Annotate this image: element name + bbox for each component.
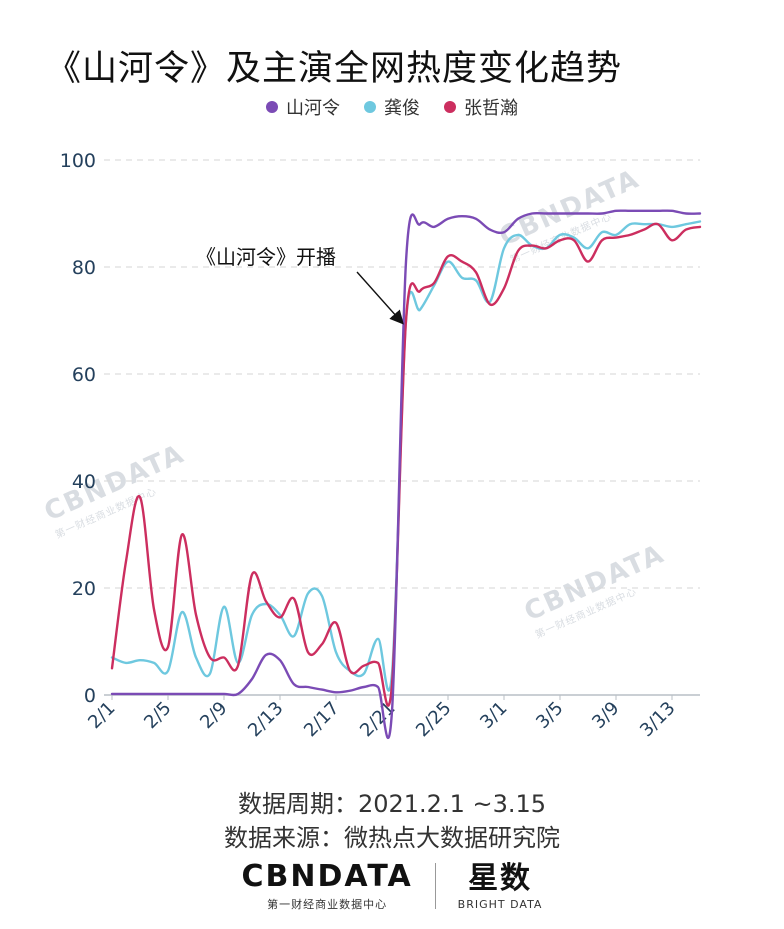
y-tick-label: 0 [84, 685, 96, 707]
bright-data-logo-text: 星数 [468, 860, 533, 896]
y-tick-label: 80 [72, 257, 96, 279]
bright-data-logo: 星数 BRIGHT DATA [457, 860, 543, 911]
legend-swatch-zhangzhehan [444, 101, 456, 113]
legend-swatch-gongjun [364, 101, 376, 113]
annotation-label: 《山河令》开播 [196, 245, 336, 269]
x-tick-label: 2/5 [140, 698, 175, 733]
series [110, 209, 702, 739]
chart-title: 《山河令》及主演全网热度变化趋势 [46, 49, 623, 89]
cbndata-logo-subtext: 第一财经商业数据中心 [267, 898, 388, 911]
x-tick-label: 3/5 [532, 698, 567, 733]
x-tick-label: 2/25 [412, 698, 455, 741]
y-tick-label: 60 [72, 364, 96, 386]
legend-item-shanheling[interactable]: 山河令 [266, 94, 340, 120]
x-tick-label: 2/17 [300, 698, 343, 741]
x-tick-label: 2/9 [196, 698, 231, 733]
annotation-arrow [356, 271, 404, 325]
y-tick-label: 100 [60, 150, 96, 172]
legend-item-zhangzhehan[interactable]: 张哲瀚 [444, 94, 518, 120]
series-line-shanheling [110, 209, 702, 739]
logo-divider [434, 863, 436, 909]
series-line-gongjun [110, 220, 702, 692]
legend-item-gongjun[interactable]: 龚俊 [364, 94, 420, 120]
cbndata-logo-text: CBNDATA [241, 859, 413, 894]
annotation: 《山河令》开播 [196, 245, 404, 325]
x-tick-label: 3/13 [636, 698, 679, 741]
cbndata-logo: CBNDATA 第一财经商业数据中心 [242, 860, 413, 912]
legend-swatch-shanheling [266, 101, 278, 113]
data-source: 数据来源：微热点大数据研究院 [224, 824, 560, 852]
legend-label-shanheling: 山河令 [286, 98, 340, 119]
legend-label-zhangzhehan: 张哲瀚 [464, 98, 518, 119]
data-period: 数据周期：2021.2.1 ~3.15 [237, 790, 547, 818]
legend-label-gongjun: 龚俊 [384, 98, 420, 119]
x-tick-label: 3/1 [476, 698, 511, 733]
logos: CBNDATA 第一财经商业数据中心 星数 BRIGHT DATA [0, 860, 784, 912]
bright-data-logo-subtext: BRIGHT DATA [457, 897, 543, 911]
x-tick-label: 3/9 [588, 698, 623, 733]
x-tick-label: 2/13 [244, 698, 287, 741]
y-tick-label: 40 [72, 471, 96, 493]
legend: 山河令 龚俊 张哲瀚 [0, 94, 784, 120]
y-tick-label: 20 [72, 578, 96, 600]
series-line-zhangzhehan [110, 222, 702, 707]
